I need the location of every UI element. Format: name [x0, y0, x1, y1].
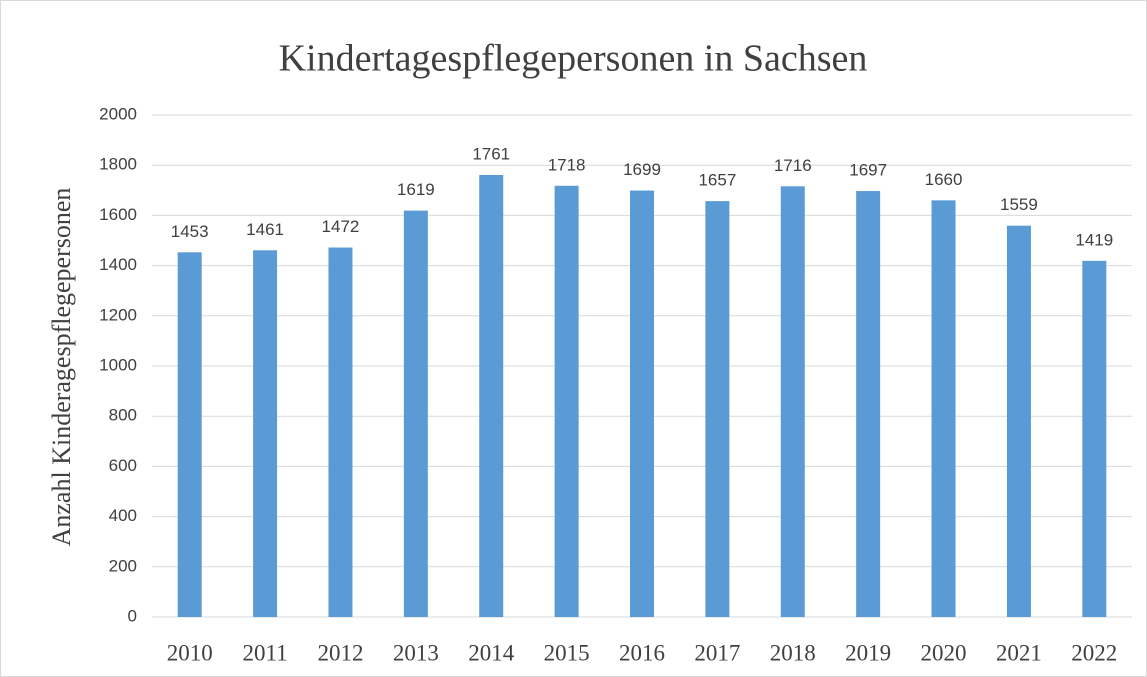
bar	[931, 200, 956, 617]
data-label: 1453	[171, 222, 209, 241]
bar	[328, 247, 353, 617]
x-tick-label: 2017	[694, 640, 740, 665]
y-tick-label: 400	[109, 506, 137, 525]
data-label: 1660	[925, 170, 963, 189]
bar	[630, 190, 654, 617]
data-label: 1761	[472, 144, 510, 163]
y-tick-label: 1000	[99, 355, 137, 374]
y-tick-label: 1800	[99, 155, 137, 174]
bar	[403, 210, 428, 618]
bar	[1006, 225, 1031, 618]
data-label: 1697	[849, 161, 887, 180]
bar	[554, 185, 579, 618]
y-tick-label: 0	[128, 606, 137, 625]
data-label: 1699	[623, 160, 661, 179]
bar	[705, 201, 730, 617]
data-label: 1718	[548, 155, 586, 174]
data-label: 1657	[698, 171, 736, 190]
y-tick-label: 1600	[99, 205, 137, 224]
chart-title: Kindertagespflegepersonen in Sachsen	[279, 38, 868, 80]
data-label: 1716	[774, 156, 812, 175]
y-tick-label: 600	[109, 456, 137, 475]
y-tick-label: 2000	[99, 104, 137, 123]
y-axis-label: Anzahl Kinderagespflegepersonen	[47, 188, 76, 547]
data-label: 1472	[322, 217, 360, 236]
data-label: 1619	[397, 180, 435, 199]
bar	[1082, 260, 1107, 617]
y-tick-label: 1400	[99, 255, 137, 274]
bar	[780, 186, 805, 617]
x-tick-label: 2021	[996, 640, 1042, 665]
x-tick-label: 2012	[317, 640, 363, 665]
y-tick-label: 1200	[99, 305, 137, 324]
x-tick-label: 2019	[845, 640, 891, 665]
bar	[253, 250, 278, 617]
y-tick-label: 800	[109, 406, 137, 425]
x-tick-label: 2016	[619, 640, 665, 665]
x-tick-label: 2015	[544, 640, 590, 665]
x-tick-label: 2010	[167, 640, 213, 665]
x-tick-label: 2013	[393, 640, 439, 665]
x-tick-label: 2014	[468, 640, 515, 665]
bar	[856, 191, 881, 618]
x-tick-label: 2011	[242, 640, 287, 665]
data-label: 1419	[1075, 230, 1113, 249]
x-tick-label: 2022	[1071, 640, 1117, 665]
bar	[479, 174, 504, 617]
data-label: 1461	[246, 220, 284, 239]
x-tick-label: 2018	[770, 640, 816, 665]
y-tick-label: 200	[109, 556, 137, 575]
x-tick-label: 2020	[921, 640, 967, 665]
bar	[177, 252, 202, 617]
data-label: 1559	[1000, 195, 1038, 214]
